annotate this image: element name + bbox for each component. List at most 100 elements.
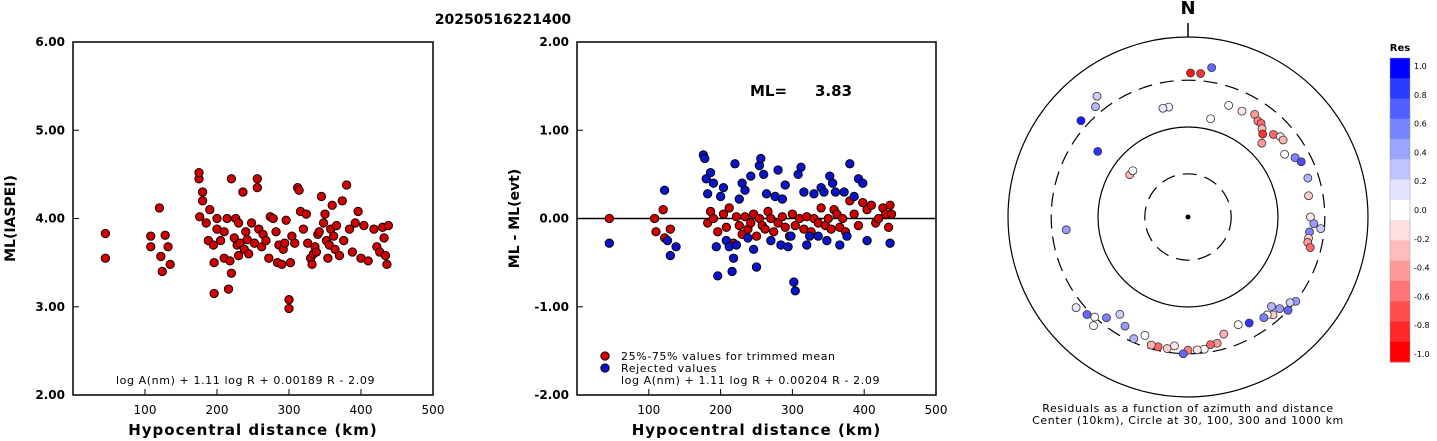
station-residual-point bbox=[1259, 313, 1269, 323]
data-point-rejected bbox=[885, 238, 895, 248]
station-residual-point bbox=[1233, 320, 1243, 330]
y-tick-label: 0.00 bbox=[539, 212, 569, 226]
station-residual-point bbox=[1120, 321, 1130, 331]
data-point-rejected bbox=[751, 262, 762, 272]
station-residual-point bbox=[1178, 349, 1188, 359]
station-residual-point bbox=[1206, 114, 1216, 124]
station-residual-point bbox=[1285, 298, 1295, 308]
colorbar-segment bbox=[1390, 321, 1410, 343]
data-point-primary bbox=[284, 295, 294, 305]
data-point-primary bbox=[328, 231, 339, 241]
data-point-primary bbox=[883, 222, 894, 232]
data-point-primary bbox=[197, 196, 208, 206]
data-point-primary bbox=[160, 230, 170, 240]
data-point-rejected bbox=[789, 277, 799, 287]
legend-marker bbox=[600, 363, 610, 373]
colorbar-segment bbox=[1390, 179, 1410, 201]
colorbar-frame bbox=[1389, 57, 1411, 363]
colorbar-tick-label: -1.0 bbox=[1414, 350, 1430, 359]
data-point-primary bbox=[823, 213, 833, 224]
data-point-rejected bbox=[835, 240, 845, 250]
data-point-primary bbox=[157, 266, 167, 277]
data-point-rejected bbox=[773, 165, 783, 175]
y-tick-label: 3.00 bbox=[35, 300, 65, 314]
data-point-rejected bbox=[802, 240, 812, 250]
data-point-primary bbox=[853, 220, 864, 231]
colorbar-tick-label: 0.4 bbox=[1414, 148, 1427, 157]
data-point-rejected bbox=[727, 266, 737, 277]
data-point-primary bbox=[649, 213, 660, 224]
colorbar-segment bbox=[1390, 118, 1410, 140]
data-point-primary bbox=[651, 227, 661, 237]
data-point-primary bbox=[327, 200, 337, 210]
x-tick-label: 500 bbox=[422, 403, 445, 417]
data-point-rejected bbox=[799, 187, 809, 197]
station-residual-point bbox=[1304, 191, 1313, 201]
data-point-primary bbox=[721, 222, 731, 232]
colorbar-tick-label: 0.8 bbox=[1414, 91, 1427, 100]
colorbar-segment bbox=[1390, 301, 1410, 322]
data-point-rejected bbox=[705, 167, 716, 178]
residual-colorbar: Res 1.0 0.8 0.6 0.4 0.2 0.0 -0.2 -0.4 -0.6 -0.8 -1.… bbox=[1389, 43, 1430, 363]
legend-label: 25%-75% values for trimmed mean bbox=[621, 350, 836, 363]
data-point-rejected bbox=[796, 162, 806, 172]
data-point-primary bbox=[222, 213, 232, 224]
station-residual-point bbox=[1237, 106, 1247, 116]
data-point-primary bbox=[246, 218, 257, 228]
data-point-primary bbox=[790, 220, 800, 231]
data-point-primary bbox=[713, 227, 723, 237]
station-residual-point bbox=[1192, 345, 1202, 355]
colorbar-tick-label: 0.0 bbox=[1414, 206, 1427, 215]
data-point-rejected bbox=[786, 231, 796, 241]
x-axis-label: Hypocentral distance (km) bbox=[632, 421, 882, 439]
x-tick-label: 300 bbox=[278, 403, 301, 417]
legend-label: Rejected values bbox=[621, 362, 717, 375]
ml-label: ML= bbox=[750, 82, 787, 100]
data-point-rejected bbox=[822, 235, 832, 246]
station-residual-point bbox=[1267, 302, 1276, 311]
data-point-primary bbox=[294, 185, 304, 195]
dashed-distance-circle bbox=[1144, 173, 1232, 261]
colorbar-tick-label: 1.0 bbox=[1414, 62, 1427, 71]
data-point-rejected bbox=[819, 187, 829, 197]
y-tick-label: 2.00 bbox=[539, 35, 569, 49]
data-point-primary bbox=[337, 196, 347, 206]
formula-label: log A(nm) + 1.11 log R + 0.00204 R - 2.0… bbox=[621, 374, 880, 387]
data-point-rejected bbox=[839, 187, 849, 197]
data-point-primary bbox=[885, 200, 895, 210]
data-point-primary bbox=[163, 242, 173, 252]
data-point-primary bbox=[271, 227, 281, 237]
formula-label: log A(nm) + 1.11 log R + 0.00189 R - 2.0… bbox=[116, 374, 375, 387]
ml-value: 3.83 bbox=[815, 82, 852, 100]
data-point-primary bbox=[307, 259, 317, 270]
data-point-rejected bbox=[804, 231, 815, 241]
data-point-rejected bbox=[703, 189, 713, 199]
data-point-primary bbox=[740, 212, 750, 222]
data-point-rejected bbox=[830, 187, 841, 197]
x-tick-label: 200 bbox=[709, 403, 732, 417]
data-point-primary bbox=[146, 231, 156, 241]
data-point-primary bbox=[873, 213, 884, 224]
data-point-primary bbox=[380, 250, 391, 261]
data-point-rejected bbox=[700, 153, 710, 164]
data-point-rejected bbox=[728, 253, 739, 263]
data-point-primary bbox=[314, 227, 324, 237]
station-residual-point bbox=[1162, 344, 1172, 353]
data-point-rejected bbox=[662, 235, 673, 246]
colorbar-tick-label: -0.8 bbox=[1414, 321, 1430, 330]
data-point-rejected bbox=[849, 191, 859, 202]
data-point-primary bbox=[252, 182, 262, 193]
colorbar-segment bbox=[1390, 159, 1410, 181]
data-point-rejected bbox=[777, 194, 787, 204]
data-point-rejected bbox=[858, 178, 868, 188]
data-point-rejected bbox=[766, 235, 776, 246]
data-point-primary bbox=[604, 213, 614, 224]
data-point-primary bbox=[353, 206, 363, 217]
data-point-rejected bbox=[711, 242, 721, 252]
data-point-primary bbox=[195, 212, 205, 222]
station-residual-point bbox=[1296, 157, 1306, 167]
data-point-primary bbox=[277, 259, 287, 270]
x-axis-label: Hypocentral distance (km) bbox=[128, 421, 378, 439]
data-point-primary bbox=[838, 213, 848, 224]
